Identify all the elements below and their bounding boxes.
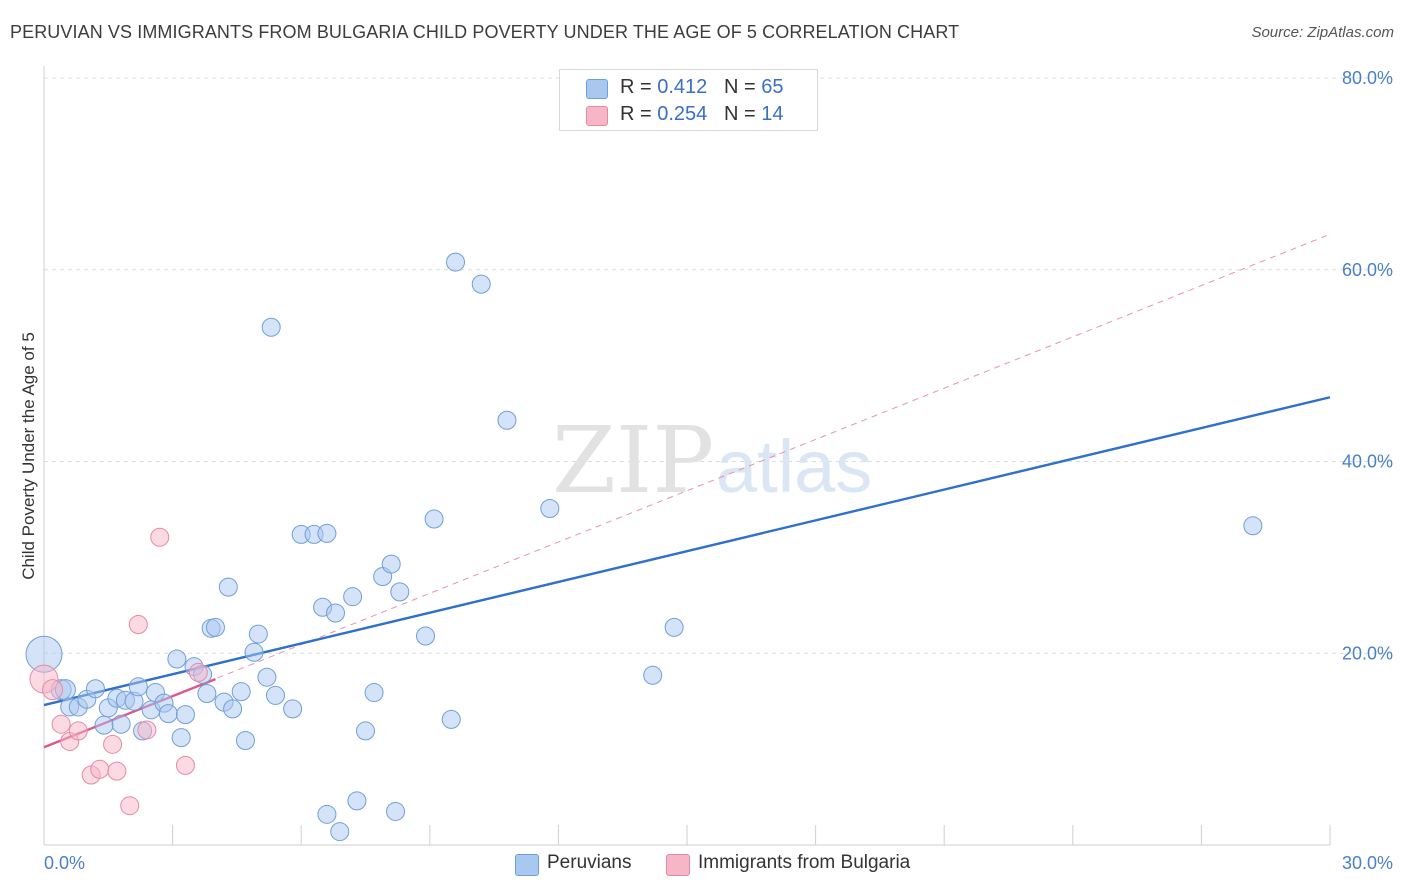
point-peruvians [643, 665, 663, 685]
legend: R = 0.412 N = 65 R = 0.254 N = 14 [559, 69, 818, 131]
point-bulgaria [137, 720, 157, 740]
point-peruvians [205, 617, 225, 637]
point-peruvians [390, 582, 410, 602]
watermark-zip: ZIP [552, 407, 714, 514]
point-peruvians [283, 699, 303, 719]
point-bulgaria [107, 761, 127, 781]
point-peruvians [416, 626, 436, 646]
legend-r-value: 0.412 [657, 76, 708, 98]
legend-n-value: 65 [761, 76, 784, 98]
point-peruvians [317, 804, 337, 824]
point-peruvians [471, 274, 491, 294]
y-tick-label: 60.0% [1342, 260, 1393, 280]
point-peruvians [85, 679, 105, 699]
point-bulgaria [150, 527, 170, 547]
point-peruvians [158, 704, 178, 724]
point-bulgaria [68, 721, 88, 741]
legend-n-label: N = [723, 76, 762, 98]
legend-n-value: 14 [761, 103, 784, 125]
bottom-legend-label-bulgaria: Immigrants from Bulgaria [698, 852, 911, 873]
point-peruvians [446, 252, 466, 272]
point-peruvians [111, 714, 131, 734]
point-peruvians [197, 684, 217, 704]
point-peruvians [424, 509, 444, 529]
point-peruvians [128, 677, 148, 697]
legend-r-value: 0.254 [657, 103, 708, 125]
point-bulgaria [103, 734, 123, 754]
point-peruvians [265, 685, 285, 705]
point-bulgaria [188, 662, 208, 682]
point-bulgaria [90, 759, 110, 779]
point-peruvians [244, 642, 264, 662]
point-peruvians [381, 554, 401, 574]
point-peruvians [317, 523, 337, 543]
point-peruvians [94, 715, 114, 735]
legend-r-label: R = [620, 76, 658, 98]
point-peruvians [364, 683, 384, 703]
y-tick-label: 80.0% [1342, 68, 1393, 88]
legend-swatch-peruvians [586, 79, 608, 99]
point-peruvians [171, 728, 191, 748]
point-peruvians [325, 603, 345, 623]
point-peruvians [235, 730, 255, 750]
watermark-atlas: atlas [716, 425, 872, 508]
point-peruvians [497, 410, 517, 430]
point-peruvians [343, 587, 363, 607]
point-peruvians [231, 682, 251, 702]
grid-lines [44, 77, 1392, 654]
point-bulgaria [42, 679, 64, 701]
y-tick-label: 40.0% [1342, 452, 1393, 472]
axes [43, 66, 1331, 846]
point-peruvians [330, 822, 350, 842]
point-bulgaria [51, 714, 71, 734]
chart-title: PERUVIAN VS IMMIGRANTS FROM BULGARIA CHI… [10, 22, 960, 42]
point-bulgaria [175, 755, 195, 775]
bottom-legend-swatch-peruvians [515, 854, 539, 876]
bottom-legend-swatch-bulgaria [666, 854, 690, 876]
source-label: Source: ZipAtlas.com [1251, 24, 1394, 41]
x-tick-label: 0.0% [44, 853, 85, 873]
point-peruvians [540, 498, 560, 518]
point-peruvians [223, 699, 243, 719]
point-peruvians [386, 801, 406, 821]
point-peruvians [347, 791, 367, 811]
tick-labels: 20.0% 40.0% 60.0% 80.0% 0.0% 30.0% [44, 68, 1393, 873]
legend-n-label: N = [723, 103, 762, 125]
point-peruvians [1243, 516, 1263, 536]
x-tick-label: 30.0% [1342, 853, 1393, 873]
point-peruvians [218, 577, 238, 597]
watermark: ZIP atlas [552, 407, 872, 514]
point-peruvians [167, 649, 187, 669]
point-peruvians [257, 667, 277, 687]
data-points [25, 252, 1263, 842]
y-tick-label: 20.0% [1342, 643, 1393, 663]
point-peruvians [664, 617, 684, 637]
legend-swatch-bulgaria [586, 106, 608, 126]
point-peruvians [356, 721, 375, 741]
point-peruvians [441, 709, 461, 729]
point-peruvians [175, 705, 195, 725]
point-bulgaria [120, 796, 140, 816]
y-axis-label: Child Poverty Under the Age of 5 [19, 332, 38, 580]
bottom-legend-label-peruvians: Peruvians [547, 852, 632, 873]
legend-r-label: R = [620, 103, 658, 125]
point-bulgaria [128, 614, 148, 634]
point-peruvians [248, 624, 268, 644]
point-peruvians [261, 317, 281, 337]
